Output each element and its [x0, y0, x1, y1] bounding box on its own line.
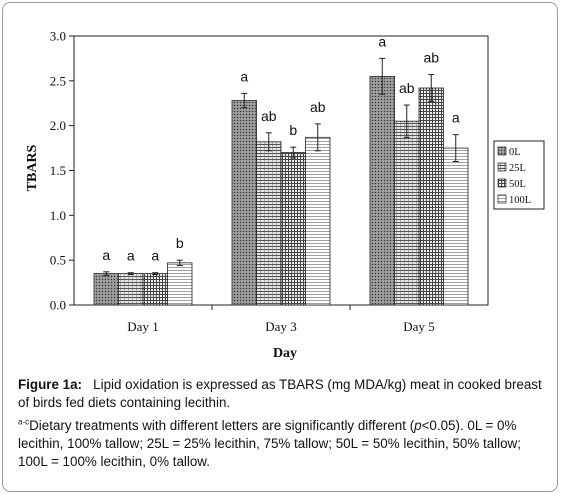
legend-swatch-50L — [498, 179, 506, 187]
significance-letter: b — [289, 122, 297, 138]
bar-0L-day-3 — [232, 101, 257, 305]
y-tick-label: 2.5 — [50, 73, 66, 88]
x-axis-label: Day — [273, 346, 297, 361]
bar-25L-day-1 — [119, 274, 144, 305]
figure-caption: Figure 1a: Lipid oxidation is expressed … — [18, 376, 546, 471]
note-p-symbol: p — [414, 418, 421, 433]
significance-letter: ab — [399, 80, 415, 96]
y-tick-label: 1.5 — [50, 163, 66, 178]
bar-100L-day-3 — [306, 137, 331, 305]
legend-label-0L: 0L — [509, 147, 521, 158]
legend-label-50L: 50L — [509, 179, 526, 190]
y-tick-label: 0.0 — [50, 298, 66, 313]
bar-50L-day-1 — [143, 274, 168, 305]
figure-label: Figure 1a: — [18, 377, 82, 392]
caption-main: Figure 1a: Lipid oxidation is expressed … — [18, 376, 546, 412]
caption-note: a-cDietary treatments with different let… — [18, 417, 546, 471]
y-tick-label: 3.0 — [50, 29, 66, 44]
y-tick-label: 0.5 — [50, 253, 66, 268]
bar-25L-day-5 — [395, 121, 420, 305]
note-superscript: a-c — [18, 418, 29, 427]
significance-letter: ab — [310, 99, 326, 115]
caption-text: Lipid oxidation is expressed as TBARS (m… — [18, 377, 542, 410]
y-tick-label: 1.0 — [50, 208, 66, 223]
legend-swatch-25L — [498, 163, 506, 171]
y-axis-label: TBARS — [25, 144, 40, 191]
significance-letter: a — [240, 68, 248, 84]
legend-swatch-100L — [498, 195, 506, 203]
bar-50L-day-3 — [281, 153, 306, 305]
significance-letter: a — [378, 33, 386, 49]
bar-50L-day-5 — [419, 88, 444, 305]
significance-letter: ab — [261, 108, 277, 124]
x-tick-label: Day 5 — [403, 319, 434, 334]
x-tick-label: Day 1 — [127, 319, 158, 334]
significance-letter: b — [176, 235, 184, 251]
bar-25L-day-3 — [257, 142, 282, 305]
legend-label-100L: 100L — [509, 195, 531, 206]
significance-letter: a — [452, 110, 460, 126]
bar-0L-day-5 — [370, 76, 395, 305]
legend-swatch-0L — [498, 147, 506, 155]
y-tick-label: 2.0 — [50, 118, 66, 133]
significance-letter: ab — [423, 50, 439, 66]
bar-100L-day-5 — [444, 148, 469, 305]
bar-100L-day-1 — [168, 263, 193, 305]
significance-letter: a — [102, 247, 110, 263]
bar-0L-day-1 — [94, 274, 119, 305]
significance-letter: a — [127, 248, 135, 264]
note-text: Dietary treatments with different letter… — [29, 418, 414, 433]
legend-label-25L: 25L — [509, 163, 526, 174]
significance-letter: a — [151, 248, 159, 264]
x-tick-label: Day 3 — [265, 319, 296, 334]
